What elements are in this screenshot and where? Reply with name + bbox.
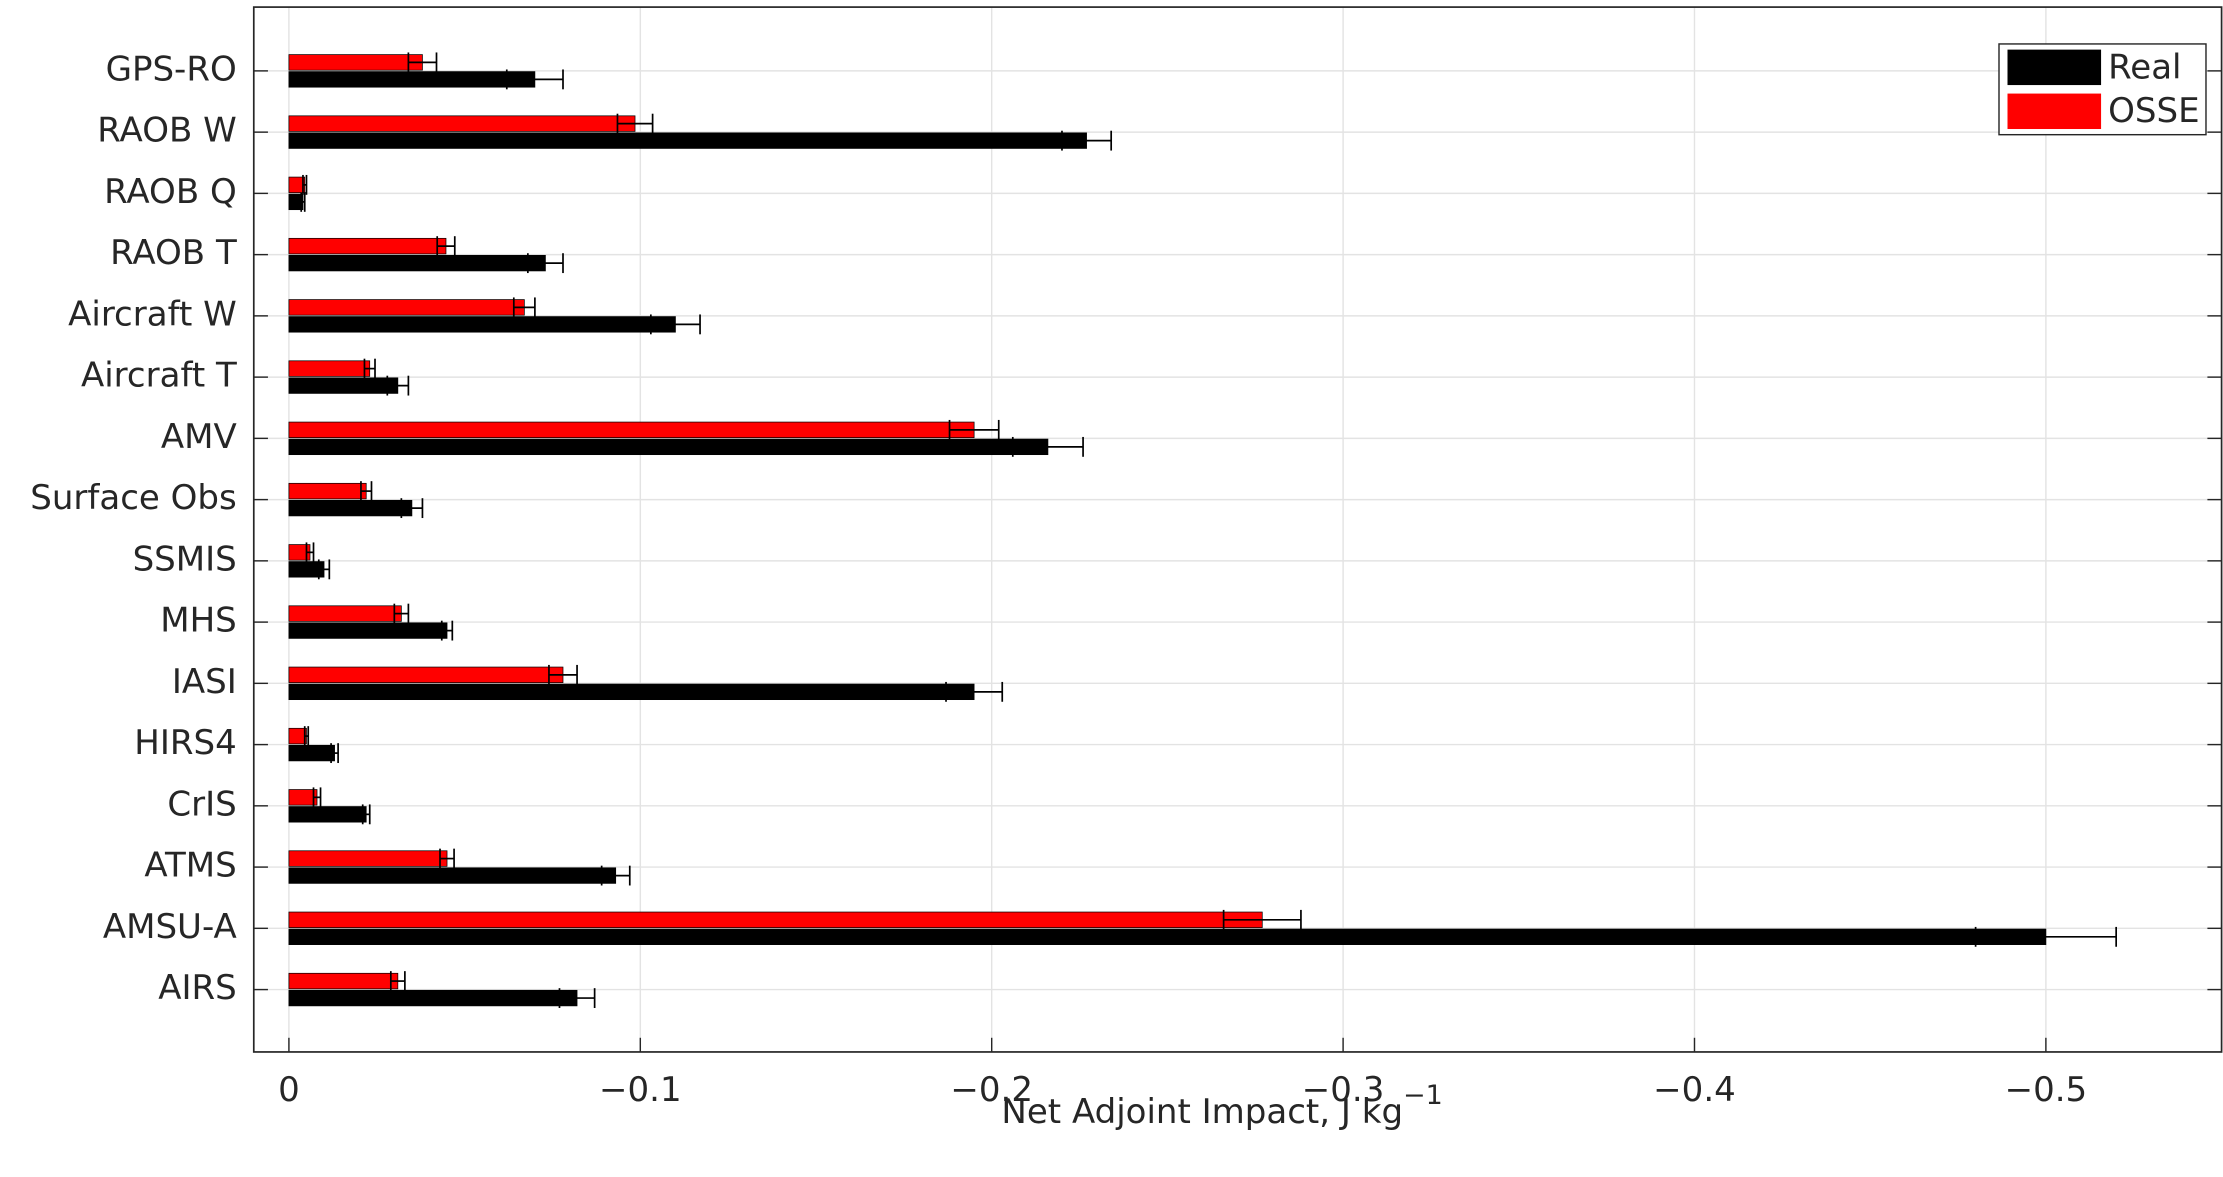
bar	[288, 482, 367, 500]
y-tick-label: AMSU-A	[103, 907, 237, 947]
error-bar	[393, 603, 410, 624]
bar	[288, 54, 423, 71]
bar	[288, 666, 564, 683]
bar	[288, 71, 536, 88]
x-tick-label: 0	[278, 1070, 300, 1110]
error-bar	[330, 743, 339, 764]
error-bar	[305, 542, 315, 563]
error-bar	[440, 620, 454, 641]
error-bar	[1222, 909, 1302, 930]
bar	[288, 972, 399, 990]
error-bar	[505, 69, 564, 90]
error-bar	[616, 113, 654, 134]
y-tick-label: RAOB W	[97, 111, 236, 151]
bar	[288, 316, 676, 333]
error-bar	[303, 726, 310, 747]
legend-label: OSSE	[2108, 91, 2199, 131]
bar	[288, 421, 975, 439]
y-tick-label: Aircraft W	[68, 294, 237, 334]
error-bar	[548, 664, 578, 685]
error-bar	[312, 787, 322, 808]
y-tick-label: MHS	[160, 601, 237, 641]
bar	[288, 744, 335, 762]
error-bar	[436, 236, 456, 257]
error-bar	[649, 314, 701, 335]
error-bar	[361, 804, 371, 825]
bar	[288, 806, 367, 823]
x-tick-label: −0.3	[1302, 1070, 1385, 1110]
bar	[288, 867, 617, 884]
error-bar	[948, 419, 1000, 440]
error-bar	[300, 191, 306, 212]
y-tick-label: AMV	[161, 417, 237, 457]
bar	[288, 115, 636, 132]
y-tick-label: AIRS	[158, 968, 237, 1008]
y-tick-label: Aircraft T	[81, 356, 237, 396]
error-bar	[512, 297, 536, 318]
x-label-text: Net Adjoint Impact, J kg	[1001, 1091, 1403, 1131]
bar	[288, 377, 399, 394]
error-bar	[1974, 926, 2118, 947]
legend-swatch	[2007, 93, 2102, 130]
bar	[288, 989, 578, 1007]
error-bar	[527, 253, 564, 274]
x-tick-label: −0.2	[950, 1070, 1033, 1110]
y-tick-label: HIRS4	[134, 723, 236, 763]
bar	[288, 299, 525, 316]
error-bar	[1061, 130, 1113, 151]
error-bar	[363, 358, 376, 379]
y-tick-label: SSMIS	[133, 539, 237, 579]
bar	[288, 254, 546, 272]
bar	[288, 911, 1263, 928]
y-tick-label: RAOB T	[110, 233, 237, 273]
bar	[288, 850, 448, 867]
bar	[288, 499, 413, 517]
error-bar	[400, 498, 424, 519]
bar	[288, 727, 307, 745]
legend-swatch	[2007, 49, 2102, 86]
plot-frame	[252, 6, 2223, 1053]
legend-label: Real	[2108, 47, 2181, 87]
y-tick-label: IASI	[172, 662, 237, 702]
y-tick-label: Surface Obs	[30, 478, 237, 518]
x-label-superscript: −1	[1403, 1079, 1443, 1110]
y-tick-label: CrIS	[167, 784, 236, 824]
x-tick-label: −0.1	[599, 1070, 682, 1110]
y-tick-label: ATMS	[144, 846, 236, 886]
bar	[288, 132, 1087, 149]
error-bar	[389, 971, 406, 991]
bar	[288, 237, 447, 255]
y-tick-label: RAOB Q	[104, 172, 237, 212]
error-bar	[386, 375, 410, 396]
error-bar	[600, 865, 631, 886]
bar	[288, 928, 2047, 945]
error-bar	[945, 681, 1004, 702]
error-bar	[1011, 436, 1084, 457]
bar	[288, 438, 1049, 456]
bar	[288, 622, 448, 639]
x-axis-label: Net Adjoint Impact, J kg−1	[1001, 1079, 1442, 1131]
bar	[288, 360, 371, 377]
error-bar	[558, 988, 596, 1009]
x-tick-label: −0.4	[1653, 1070, 1736, 1110]
bar	[288, 605, 402, 622]
error-bar	[439, 848, 455, 869]
x-tick-label: −0.5	[2005, 1070, 2088, 1110]
error-bar	[302, 174, 308, 195]
error-bar	[317, 559, 331, 580]
bar	[288, 683, 975, 701]
error-bar	[360, 481, 373, 502]
y-tick-label: GPS-RO	[106, 49, 237, 89]
error-bar	[407, 52, 438, 73]
